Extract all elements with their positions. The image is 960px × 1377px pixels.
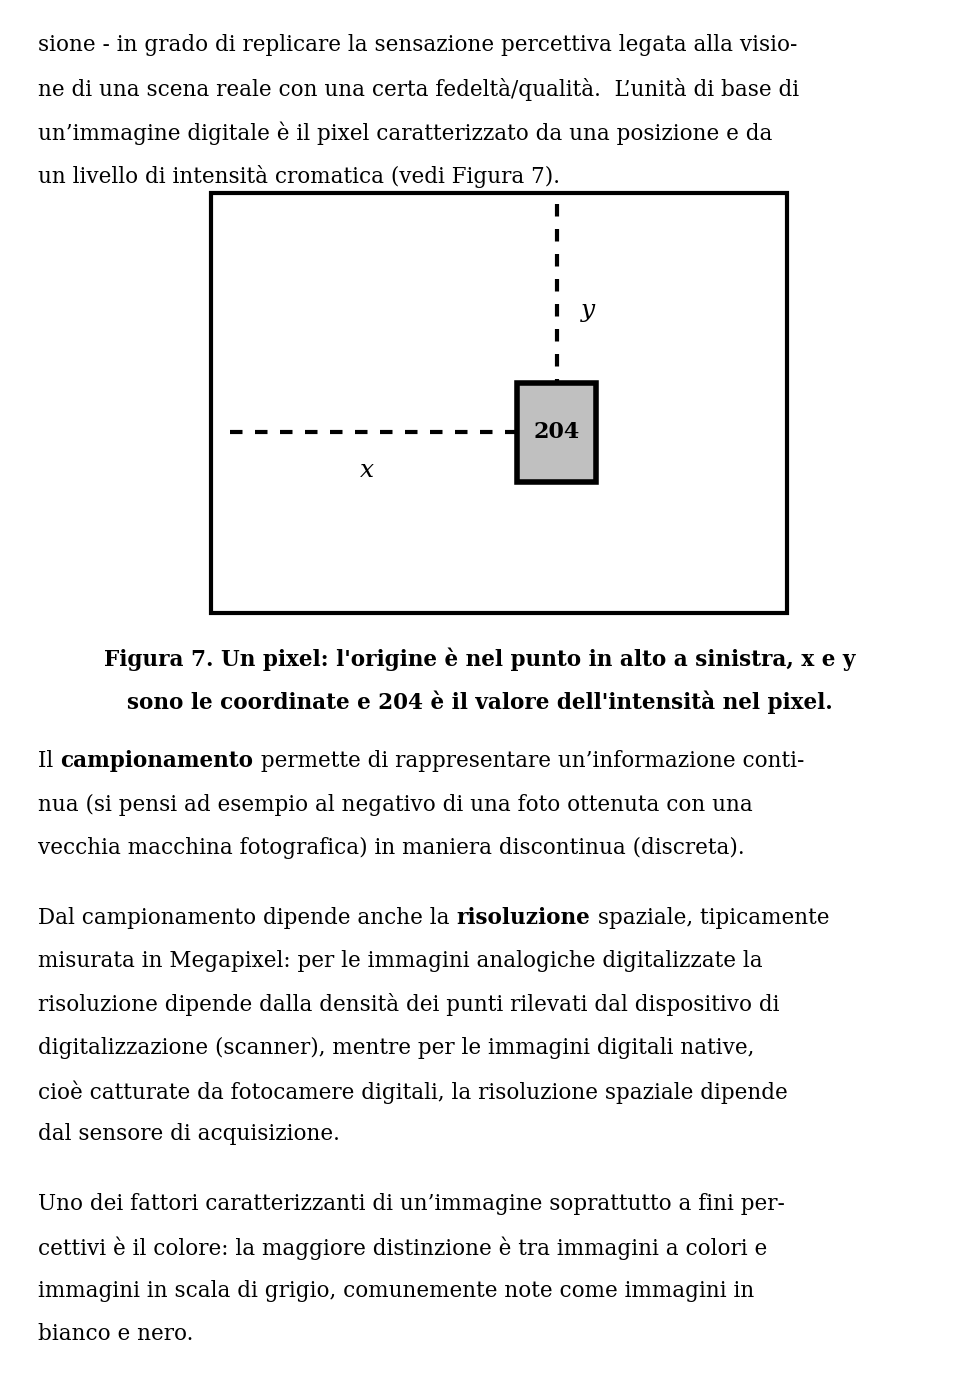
Text: sione - in grado di replicare la sensazione percettiva legata alla visio-: sione - in grado di replicare la sensazi… [38,34,798,56]
Text: immagini in scala di grigio, comunemente note come immagini in: immagini in scala di grigio, comunemente… [38,1279,755,1301]
Text: Il: Il [38,750,60,772]
Text: permette di rappresentare un’informazione conti-: permette di rappresentare un’informazion… [253,750,804,772]
Text: Uno dei fattori caratterizzanti di un’immagine soprattutto a fini per-: Uno dei fattori caratterizzanti di un’im… [38,1192,785,1215]
Text: Figura 7. Un pixel: l'origine è nel punto in alto a sinistra, x e y: Figura 7. Un pixel: l'origine è nel punt… [105,647,855,671]
Text: y: y [581,299,595,322]
Text: cioè catturate da fotocamere digitali, la risoluzione spaziale dipende: cioè catturate da fotocamere digitali, l… [38,1080,788,1103]
Text: sono le coordinate e 204 è il valore dell'intensità nel pixel.: sono le coordinate e 204 è il valore del… [127,690,833,715]
Text: vecchia macchina fotografica) in maniera discontinua (discreta).: vecchia macchina fotografica) in maniera… [38,837,745,859]
Text: risoluzione: risoluzione [457,906,590,928]
Text: digitalizzazione (scanner), mentre per le immagini digitali native,: digitalizzazione (scanner), mentre per l… [38,1037,755,1059]
Bar [211,193,787,613]
Text: cettivi è il colore: la maggiore distinzione è tra immagini a colori e: cettivi è il colore: la maggiore distinz… [38,1237,768,1260]
Text: spaziale, tipicamente: spaziale, tipicamente [590,906,829,928]
Text: un’immagine digitale è il pixel caratterizzato da una posizione e da: un’immagine digitale è il pixel caratter… [38,121,773,145]
Text: risoluzione dipende dalla densità dei punti rilevati dal dispositivo di: risoluzione dipende dalla densità dei pu… [38,993,780,1016]
Text: campionamento: campionamento [60,750,253,772]
Text: Dal campionamento dipende anche la: Dal campionamento dipende anche la [38,906,457,928]
Text: un livello di intensità cromatica (vedi Figura 7).: un livello di intensità cromatica (vedi … [38,165,561,187]
Text: bianco e nero.: bianco e nero. [38,1323,194,1345]
Text: x: x [360,459,373,482]
Bar [517,383,596,482]
Text: misurata in Megapixel: per le immagini analogiche digitalizzate la: misurata in Megapixel: per le immagini a… [38,950,763,972]
Text: dal sensore di acquisizione.: dal sensore di acquisizione. [38,1124,340,1146]
Text: 204: 204 [534,421,580,443]
Text: nua (si pensi ad esempio al negativo di una foto ottenuta con una: nua (si pensi ad esempio al negativo di … [38,793,754,817]
Text: ne di una scena reale con una certa fedeltà/qualità.  L’unità di base di: ne di una scena reale con una certa fede… [38,77,800,101]
